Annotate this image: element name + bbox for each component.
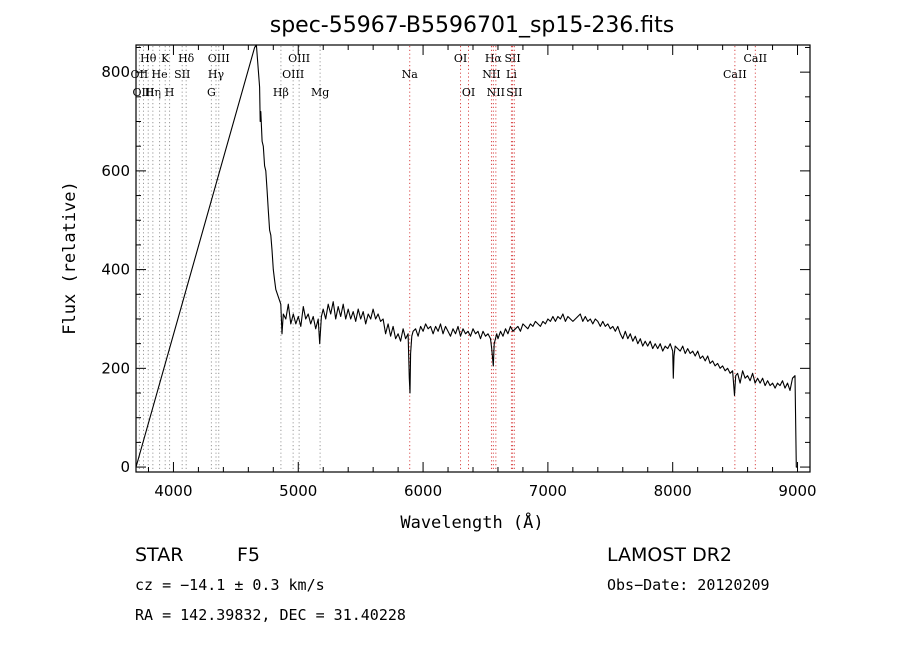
- x-axis-label: Wavelength (Å): [400, 511, 543, 533]
- line-marker-label: NII: [487, 86, 505, 99]
- plot-frame: [135, 44, 811, 473]
- obs-date-text: Obs−Date: 20120209: [607, 576, 770, 594]
- line-marker-label: OIII: [288, 52, 310, 65]
- spectrum-line: [135, 44, 798, 468]
- line-marker-label: Hη: [145, 86, 161, 99]
- line-marker-label: He: [152, 68, 168, 81]
- x-tick-label: 7000: [529, 482, 567, 500]
- line-marker-label: H: [165, 86, 175, 99]
- line-marker-label: Hδ: [178, 52, 195, 65]
- line-marker-label: G: [207, 86, 216, 99]
- line-marker-label: Hβ: [273, 86, 289, 99]
- line-marker-label: SII: [174, 68, 190, 81]
- line-marker-label: OIII: [132, 86, 154, 99]
- line-marker-label: Hα: [485, 52, 503, 65]
- redshift-text: cz = −14.1 ± 0.3 km/s: [135, 576, 325, 594]
- x-tick-label: 8000: [654, 482, 692, 500]
- line-marker-label: OI: [462, 86, 475, 99]
- line-marker-label: OI: [454, 52, 467, 65]
- line-marker-label: CaII: [723, 68, 747, 81]
- chart-title: spec-55967-B5596701_sp15-236.fits: [270, 13, 675, 38]
- object-class: STAR: [135, 544, 183, 566]
- survey-name: LAMOST DR2: [607, 544, 732, 566]
- y-tick-label: 800: [101, 63, 130, 81]
- y-tick-label: 400: [101, 261, 130, 279]
- line-marker-label: Mg: [311, 86, 329, 99]
- object-subclass: F5: [237, 544, 260, 566]
- line-marker-label: Li: [506, 68, 517, 81]
- x-tick-label: 5000: [279, 482, 317, 500]
- line-marker-label: OIII: [208, 52, 230, 65]
- y-axis-label: Flux (relative): [60, 181, 80, 335]
- y-tick-label: 0: [120, 458, 130, 476]
- x-tick-label: 4000: [154, 482, 192, 500]
- line-marker-label: SII: [506, 86, 522, 99]
- x-tick-label: 6000: [404, 482, 442, 500]
- x-tick-label: 9000: [778, 482, 816, 500]
- line-marker-label: K: [161, 52, 170, 65]
- y-tick-label: 200: [101, 359, 130, 377]
- line-marker-label: OIII: [282, 68, 304, 81]
- line-marker-label: Na: [402, 68, 419, 81]
- line-marker-label: CaII: [743, 52, 767, 65]
- axis-ticks: 4000 5000 6000 7000 8000 9000 0 200 400 600 800: [101, 45, 817, 500]
- line-marker-label: Hθ: [140, 52, 157, 65]
- line-marker-label: OII: [131, 68, 149, 81]
- y-tick-label: 600: [101, 162, 130, 180]
- line-marker-label: Hγ: [208, 68, 225, 81]
- line-marker-label: NII: [482, 68, 500, 81]
- coords-text: RA = 142.39832, DEC = 31.40228: [135, 606, 406, 624]
- line-marker-label: SII: [504, 52, 520, 65]
